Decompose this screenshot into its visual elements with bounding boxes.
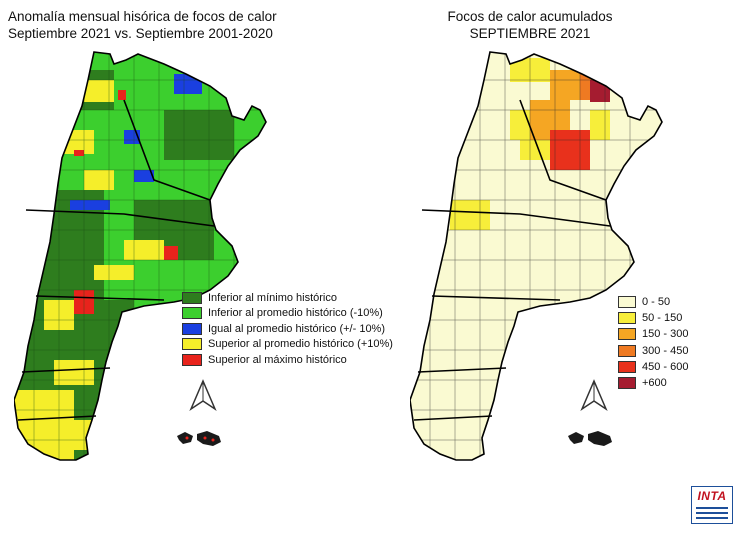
legend-item: Inferior al mínimo histórico (182, 290, 393, 306)
legend-swatch (182, 353, 202, 366)
legend-label: Superior al promedio histórico (+10%) (208, 338, 393, 351)
anomaly-map (14, 51, 267, 461)
legend-swatch (182, 338, 202, 351)
legend-item: 300 - 450 (618, 343, 688, 359)
legend-label: 0 - 50 (642, 296, 671, 309)
legend-label: Superior al máximo histórico (208, 353, 347, 366)
legend-item: Inferior al promedio histórico (-10%) (182, 306, 393, 322)
islands-left (177, 431, 221, 446)
legend-item: 50 - 150 (618, 310, 688, 326)
legend-swatch (182, 307, 202, 320)
right-map-title: Focos de calor acumulados SEPTIEMBRE 202… (400, 8, 660, 42)
legend-label: 450 - 600 (642, 360, 689, 373)
legend-swatch (618, 360, 636, 373)
legend-label: Inferior al promedio histórico (-10%) (208, 307, 383, 320)
north-arrow-icon (580, 379, 608, 411)
legend-label: 150 - 300 (642, 328, 689, 341)
north-arrow-icon (189, 379, 217, 411)
islands-right (568, 431, 612, 446)
legend-swatch (182, 291, 202, 304)
legend-item: Superior al promedio histórico (+10%) (182, 337, 393, 353)
anomaly-legend: Inferior al mínimo histórico Inferior al… (182, 290, 393, 368)
legend-item: Igual al promedio histórico (+/- 10%) (182, 321, 393, 337)
legend-label: 50 - 150 (642, 312, 683, 325)
logo-stripe (696, 517, 728, 519)
inta-logo-text: INTA (697, 489, 727, 503)
legend-swatch (618, 312, 636, 325)
legend-swatch (618, 328, 636, 341)
legend-label: 300 - 450 (642, 344, 689, 357)
right-map-title-line2: SEPTIEMBRE 2021 (469, 26, 591, 41)
legend-item: 150 - 300 (618, 326, 688, 342)
inta-logo: INTA (691, 486, 733, 524)
legend-item: 0 - 50 (618, 294, 688, 310)
accumulated-map (410, 51, 663, 461)
left-map-title: Anomalía mensual hisórica de focos de ca… (8, 8, 308, 42)
logo-stripe (696, 507, 728, 509)
legend-item: Superior al máximo histórico (182, 352, 393, 368)
legend-swatch (182, 322, 202, 335)
legend-item: 450 - 600 (618, 359, 688, 375)
legend-swatch (618, 296, 636, 309)
left-map-title-line2: Septiembre 2021 vs. Septiembre 2001-2020 (8, 26, 273, 41)
legend-label: Igual al promedio histórico (+/- 10%) (208, 322, 385, 335)
legend-swatch (618, 344, 636, 357)
left-map-title-line1: Anomalía mensual hisórica de focos de ca… (8, 9, 277, 24)
legend-label: Inferior al mínimo histórico (208, 291, 337, 304)
legend-item: +600 (618, 375, 688, 391)
legend-label: +600 (642, 377, 667, 390)
logo-stripe (696, 512, 728, 514)
legend-swatch (618, 377, 636, 390)
accumulated-legend: 0 - 50 50 - 150 150 - 300 300 - 450 450 … (618, 294, 688, 391)
right-map-title-line1: Focos de calor acumulados (447, 9, 613, 24)
